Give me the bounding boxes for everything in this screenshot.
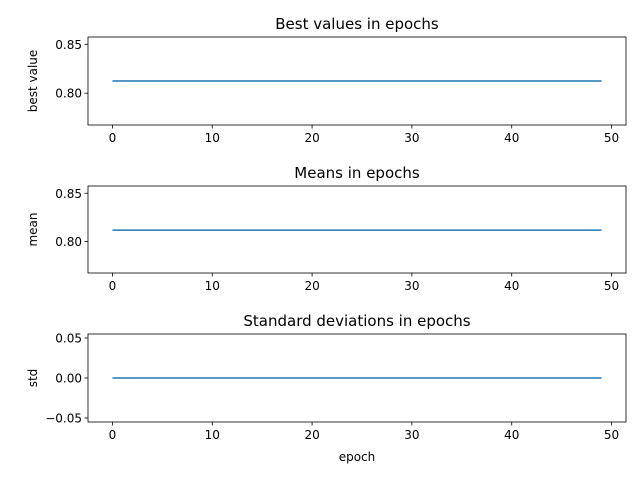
y-tick-label: 0.85 bbox=[55, 187, 82, 201]
subplot-1: 0 10 20 30 40 50 0.80 0.85 Best values in epochs… bbox=[26, 15, 627, 145]
x-tick-label: 10 bbox=[205, 279, 220, 293]
chart-title: Standard deviations in epochs bbox=[243, 312, 470, 330]
x-tick-label: 20 bbox=[304, 428, 319, 442]
chart-title: Means in epochs bbox=[294, 164, 420, 182]
x-tick-label: 0 bbox=[109, 279, 117, 293]
subplot-2: 0 10 20 30 40 50 0.80 0.85 Means in epochs mean bbox=[26, 164, 627, 293]
x-tick-label: 30 bbox=[404, 428, 419, 442]
x-tick-label: 50 bbox=[604, 279, 619, 293]
axes-frame bbox=[87, 185, 627, 274]
x-tick-label: 50 bbox=[604, 428, 619, 442]
x-axis-label: epoch bbox=[339, 450, 376, 464]
x-tick-label: 0 bbox=[109, 428, 117, 442]
y-tick-label: 0.80 bbox=[55, 235, 82, 249]
y-axis-label: mean bbox=[26, 212, 40, 246]
y-axis-label: best value bbox=[26, 50, 40, 113]
x-tick-label: 40 bbox=[504, 428, 519, 442]
y-tick-label: 0.05 bbox=[55, 332, 82, 346]
x-tick-label: 20 bbox=[304, 279, 319, 293]
y-tick-label: 0.85 bbox=[55, 38, 82, 52]
y-tick-label: 0.80 bbox=[55, 87, 82, 101]
x-tick-label: 20 bbox=[304, 131, 319, 145]
x-tick-label: 40 bbox=[504, 131, 519, 145]
y-tick-label: 0.00 bbox=[55, 372, 82, 386]
x-tick-label: 30 bbox=[404, 131, 419, 145]
x-tick-label: 30 bbox=[404, 279, 419, 293]
x-tick-label: 50 bbox=[604, 131, 619, 145]
subplot-3: 0 10 20 30 40 50 −0.05 0.00 0.05 Standard deviati… bbox=[26, 312, 627, 464]
x-tick-label: 10 bbox=[205, 131, 220, 145]
x-tick-label: 10 bbox=[205, 428, 220, 442]
x-tick-label: 40 bbox=[504, 279, 519, 293]
x-tick-label: 0 bbox=[109, 131, 117, 145]
y-axis-label: std bbox=[26, 369, 40, 388]
y-tick-label: −0.05 bbox=[45, 412, 82, 426]
chart-title: Best values in epochs bbox=[275, 15, 439, 33]
axes-frame bbox=[87, 36, 627, 126]
